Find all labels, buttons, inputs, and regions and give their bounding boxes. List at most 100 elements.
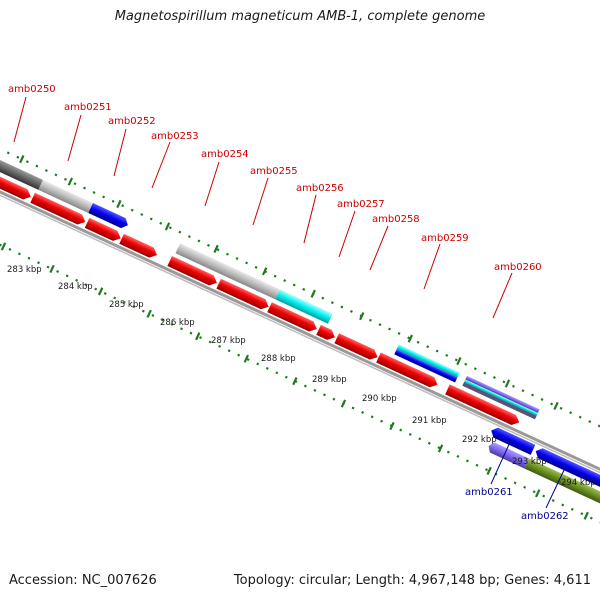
- callout-line-amb0256: [303, 194, 317, 244]
- callout-line-amb0250: [13, 96, 27, 143]
- kbp-label-290: 290 kbp: [362, 394, 397, 404]
- gene-slate-amb0261: [488, 442, 530, 469]
- label-amb0260: amb0260: [494, 262, 542, 273]
- forward-gene-callouts: amb0250 amb0251 amb0252 amb0253 amb0254 …: [8, 84, 542, 319]
- inner-tick-track: [0, 230, 600, 531]
- kbp-label-287: 287 kbp: [211, 336, 246, 346]
- major-tick: [67, 177, 74, 186]
- kbp-label-289: 289 kbp: [312, 375, 347, 385]
- major-tick: [116, 199, 122, 209]
- kbp-label-294: 294 kbp: [561, 478, 596, 488]
- gene-dark-amb0260: [462, 382, 537, 420]
- major-tick: [146, 309, 152, 318]
- callout-line-amb0254: [204, 161, 220, 207]
- gene-red: [267, 302, 317, 332]
- major-tick: [261, 267, 268, 276]
- label-amb0261: amb0261: [465, 487, 513, 498]
- label-amb0256: amb0256: [296, 183, 344, 194]
- backbone-line: [0, 182, 600, 487]
- major-tick: [389, 421, 395, 431]
- label-amb0257: amb0257: [337, 199, 385, 210]
- major-tick: [0, 242, 7, 251]
- gene-red: [334, 333, 378, 360]
- gene-blue: [491, 427, 536, 455]
- gene-red: [119, 233, 157, 258]
- gene-red: [216, 278, 269, 310]
- topology-summary: Topology: circular; Length: 4,967,148 bp…: [233, 573, 591, 588]
- kbp-label-291: 291 kbp: [412, 416, 447, 426]
- major-tick: [504, 379, 511, 388]
- kbp-label-286: 286 kbp: [160, 318, 195, 328]
- callout-line-amb0261: [490, 439, 512, 485]
- gene-darkgray: [0, 157, 44, 190]
- gene-blue-amb0252: [88, 203, 128, 229]
- kbp-label-285: 285 kbp: [109, 300, 144, 310]
- label-amb0250: amb0250: [8, 84, 56, 95]
- callout-line-amb0262: [545, 467, 566, 509]
- reverse-gene-lane: [488, 427, 600, 507]
- outer-major-ticks: [19, 155, 559, 411]
- major-tick: [164, 222, 171, 231]
- callout-line-amb0253: [151, 141, 171, 189]
- callout-line-amb0255: [252, 177, 269, 226]
- major-tick: [407, 334, 414, 343]
- major-tick: [292, 377, 298, 386]
- gene-blue-amb0259: [394, 349, 458, 383]
- reverse-gene-callouts: amb0261 amb0262: [465, 439, 569, 522]
- callout-line-amb0257: [338, 210, 356, 258]
- major-tick: [213, 244, 219, 253]
- gene-red: [376, 352, 438, 388]
- forward-gene-lane-upper: [0, 157, 540, 420]
- gene-cyan-amb0256: [275, 289, 333, 324]
- kbp-label-293: 293 kbp: [512, 457, 547, 467]
- callout-line-amb0258: [369, 225, 389, 271]
- major-tick: [583, 511, 589, 520]
- major-tick: [553, 401, 559, 411]
- label-amb0258: amb0258: [372, 214, 420, 225]
- kbp-tick-labels: 283 kbp 284 kbp 285 kbp 286 kbp 287 kbp …: [7, 265, 596, 488]
- gene-slate-amb0260: [465, 375, 540, 414]
- major-tick: [535, 489, 541, 498]
- gene-olive-amb0262: [524, 458, 600, 507]
- inner-major-ticks: [0, 242, 589, 520]
- gene-cyan-amb0259: [396, 344, 460, 378]
- callout-line-amb0259: [423, 243, 441, 290]
- gene-cyan-amb0260: [464, 379, 538, 416]
- gene-red: [0, 170, 31, 200]
- label-amb0262: amb0262: [521, 511, 569, 522]
- major-tick: [49, 264, 55, 274]
- gene-blue: [535, 448, 600, 492]
- kbp-label-283: 283 kbp: [7, 265, 42, 275]
- label-amb0259: amb0259: [421, 233, 469, 244]
- backbone-shadow: [0, 185, 600, 490]
- page-title: Magnetospirillum magneticum AMB-1, compl…: [114, 9, 486, 24]
- gene-red: [84, 217, 121, 241]
- gene-gray: [175, 243, 231, 277]
- major-tick: [437, 444, 444, 453]
- major-tick: [19, 155, 25, 164]
- label-amb0251: amb0251: [64, 102, 112, 113]
- label-amb0254: amb0254: [201, 149, 249, 160]
- gene-red: [30, 192, 86, 225]
- gene-red: [167, 256, 217, 286]
- callout-line-amb0260: [492, 272, 513, 319]
- label-amb0255: amb0255: [250, 166, 298, 177]
- major-tick: [340, 399, 347, 408]
- accession-text: Accession: NC_007626: [9, 573, 157, 588]
- kbp-label-284: 284 kbp: [58, 282, 93, 292]
- kbp-label-288: 288 kbp: [261, 354, 296, 364]
- major-tick: [310, 289, 316, 298]
- gene-red: [445, 384, 520, 426]
- label-amb0252: amb0252: [108, 116, 156, 127]
- major-tick: [97, 287, 104, 296]
- kbp-label-292: 292 kbp: [462, 435, 497, 445]
- callout-line-amb0251: [67, 114, 82, 162]
- gene-red: [316, 324, 335, 340]
- major-tick: [243, 354, 249, 363]
- forward-gene-lane-lower: [0, 170, 520, 426]
- callout-line-amb0252: [113, 128, 127, 177]
- major-tick: [486, 466, 492, 475]
- gene-gray: [225, 266, 280, 300]
- major-tick: [359, 312, 365, 321]
